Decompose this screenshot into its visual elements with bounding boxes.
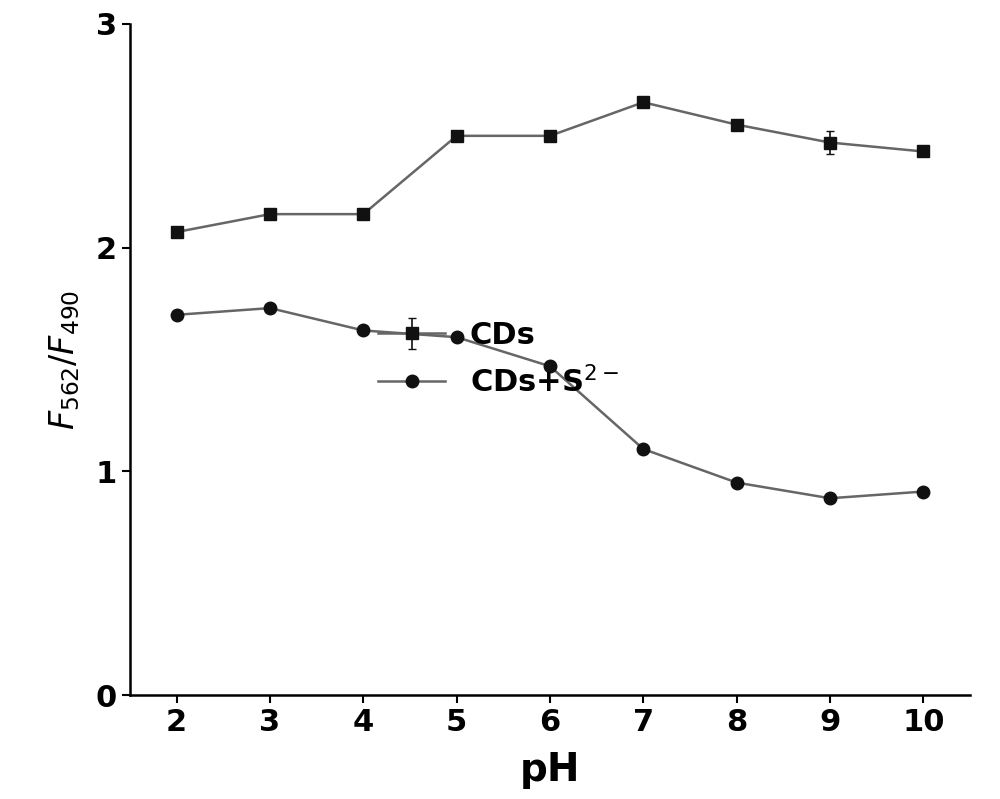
CDs+S$^{2-}$ <box>451 332 463 342</box>
Legend: CDs, CDs+S$^{2-}$: CDs, CDs+S$^{2-}$ <box>378 321 619 398</box>
CDs+S$^{2-}$ <box>264 304 276 313</box>
CDs+S$^{2-}$ <box>544 361 556 371</box>
CDs+S$^{2-}$ <box>917 487 929 496</box>
CDs+S$^{2-}$ <box>637 444 649 454</box>
Y-axis label: $F_{562}/F_{490}$: $F_{562}/F_{490}$ <box>47 289 82 430</box>
CDs+S$^{2-}$ <box>171 310 183 320</box>
Line: CDs+S$^{2-}$: CDs+S$^{2-}$ <box>170 302 930 504</box>
X-axis label: pH: pH <box>520 751 580 789</box>
CDs+S$^{2-}$ <box>357 326 369 336</box>
CDs+S$^{2-}$ <box>824 494 836 503</box>
CDs+S$^{2-}$ <box>731 478 743 487</box>
